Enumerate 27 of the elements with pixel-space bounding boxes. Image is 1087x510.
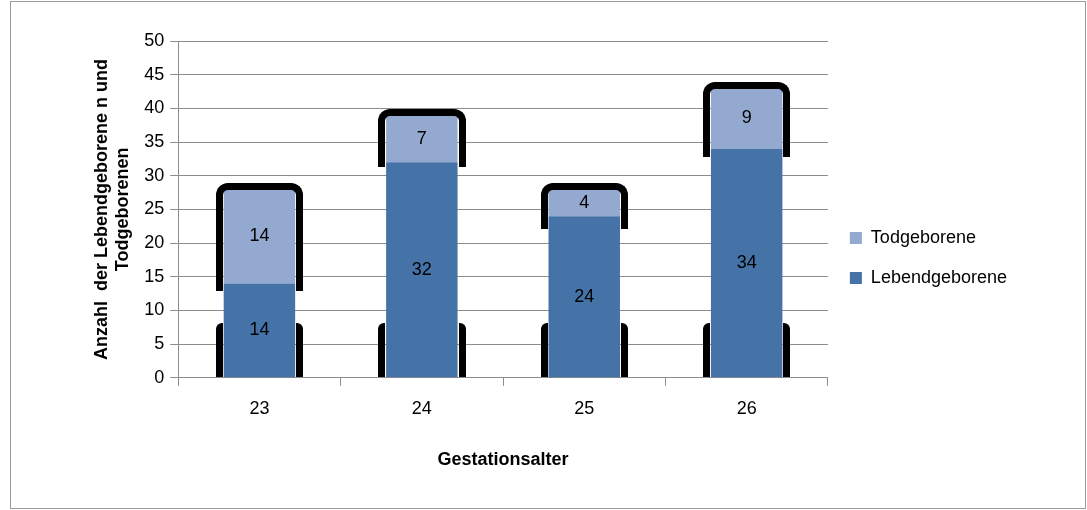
- data-label: 4: [579, 191, 590, 212]
- y-tick-label: 40: [144, 97, 165, 118]
- y-tick-label: 5: [154, 333, 165, 354]
- legend-label: Lebendgeborene: [870, 266, 1008, 287]
- y-tick-label: 20: [144, 232, 165, 253]
- y-tick-label: 50: [144, 29, 165, 50]
- y-axis-title: Anzahl der Lebendgeborene n und Todgeborenen: [90, 58, 133, 360]
- y-tick-label: 35: [144, 131, 165, 152]
- x-axis-title: Gestationsalter: [437, 449, 569, 470]
- data-label: 32: [411, 258, 432, 279]
- x-tick-label: 26: [736, 397, 757, 418]
- y-tick-label: 25: [144, 198, 165, 219]
- y-tick-label: 15: [144, 265, 165, 286]
- data-label: 14: [249, 319, 270, 340]
- y-tick-label: 10: [144, 299, 165, 320]
- legend-label: Todgeborene: [870, 226, 976, 247]
- y-tick-label: 45: [144, 63, 165, 84]
- data-label: 24: [574, 285, 595, 306]
- data-label: 9: [741, 107, 752, 128]
- y-tick-label: 30: [144, 164, 165, 185]
- x-tick-label: 24: [411, 397, 432, 418]
- x-tick-label: 23: [249, 397, 270, 418]
- data-label: 7: [416, 127, 427, 148]
- y-tick-label: 0: [154, 366, 165, 387]
- x-tick-label: 25: [574, 397, 595, 418]
- data-label: 34: [736, 252, 757, 273]
- data-label: 14: [249, 225, 270, 246]
